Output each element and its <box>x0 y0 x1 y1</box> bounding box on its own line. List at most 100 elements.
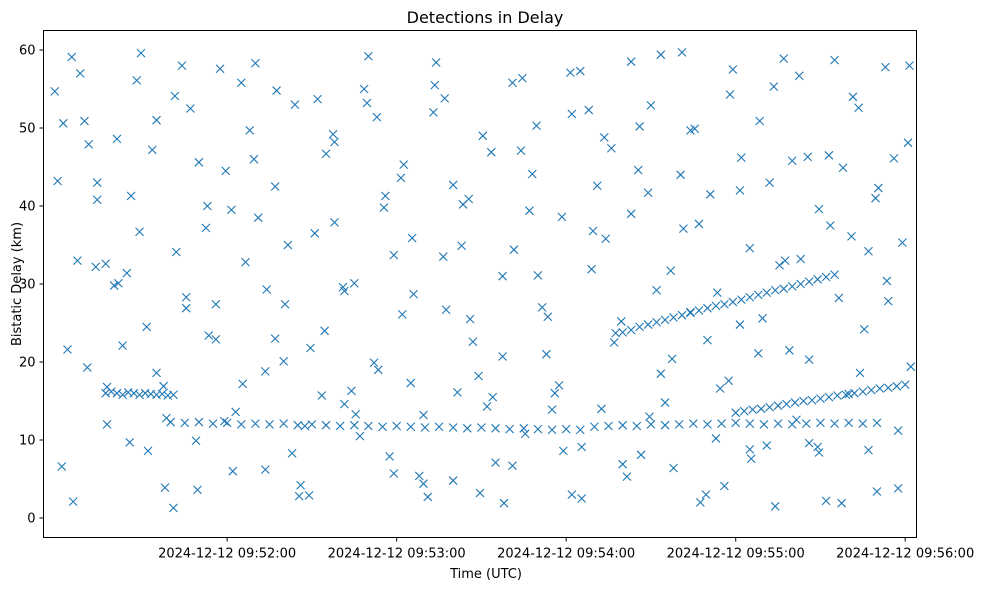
y-tick-label: 30 <box>19 278 36 293</box>
data-point <box>453 388 462 397</box>
data-point <box>690 124 700 134</box>
data-point <box>567 490 577 499</box>
data-point <box>762 288 772 297</box>
data-point <box>373 365 383 375</box>
data-point <box>508 461 517 471</box>
data-point <box>533 271 543 280</box>
data-point <box>724 376 734 386</box>
data-point <box>262 285 272 294</box>
data-point <box>694 306 704 315</box>
data-point <box>169 503 178 513</box>
data-point <box>84 139 94 149</box>
data-point <box>519 423 529 433</box>
data-point <box>468 337 478 347</box>
data-point <box>597 404 606 414</box>
data-point <box>369 358 379 368</box>
y-tick-label: 0 <box>27 512 35 527</box>
data-point <box>406 422 416 432</box>
data-point <box>75 69 85 78</box>
data-point <box>554 381 564 390</box>
data-point <box>765 178 774 187</box>
data-point <box>745 444 755 454</box>
data-point <box>520 429 530 439</box>
series-6 <box>53 58 913 507</box>
data-point <box>550 388 560 398</box>
data-point <box>474 371 483 381</box>
data-point <box>855 368 865 378</box>
data-point <box>636 450 646 460</box>
data-point <box>378 422 387 432</box>
data-point <box>215 64 225 74</box>
data-point <box>807 395 817 405</box>
data-point <box>491 423 500 433</box>
data-point <box>626 325 636 335</box>
data-point <box>126 191 136 201</box>
data-point <box>587 264 596 274</box>
data-point <box>532 121 541 131</box>
data-point <box>731 408 741 418</box>
data-point <box>679 224 688 234</box>
data-point <box>438 252 448 262</box>
data-point <box>814 204 824 214</box>
data-point <box>866 385 876 395</box>
data-point <box>626 209 636 219</box>
data-point <box>753 290 763 300</box>
data-point <box>372 112 382 122</box>
data-point <box>834 293 844 303</box>
data-point <box>407 233 417 243</box>
data-point <box>80 116 89 126</box>
data-point <box>349 420 359 430</box>
data-point <box>434 422 444 432</box>
data-point <box>790 398 800 407</box>
data-point <box>335 421 345 431</box>
data-point <box>645 412 654 421</box>
data-point <box>858 419 868 429</box>
data-point <box>112 134 122 144</box>
data-point <box>294 491 304 501</box>
data-point <box>379 203 389 212</box>
data-point <box>821 272 831 282</box>
data-point <box>745 419 755 429</box>
data-point <box>362 98 372 108</box>
data-point <box>448 423 458 432</box>
data-point <box>796 254 806 264</box>
data-point <box>347 386 356 396</box>
data-point <box>847 232 856 241</box>
data-point <box>389 250 399 260</box>
data-point <box>157 389 167 399</box>
data-point <box>396 173 406 183</box>
data-point <box>906 362 916 372</box>
data-point <box>755 116 765 126</box>
data-point <box>135 390 144 400</box>
data-point <box>756 404 766 414</box>
data-point <box>656 369 666 379</box>
data-point <box>260 366 270 376</box>
data-point <box>787 156 797 166</box>
data-point <box>618 420 628 430</box>
data-point <box>717 419 726 429</box>
data-point <box>317 391 327 400</box>
data-point <box>905 61 914 70</box>
data-point <box>349 278 359 288</box>
data-point <box>611 328 621 338</box>
data-point <box>892 381 902 391</box>
data-point <box>604 421 613 431</box>
data-point <box>91 262 101 272</box>
data-point <box>147 145 157 155</box>
data-point <box>142 322 152 332</box>
data-point <box>736 153 746 163</box>
data-point <box>643 188 653 198</box>
data-point <box>505 424 515 434</box>
data-point <box>686 307 695 317</box>
x-tick-label: 2024-12-12 09:54:00 <box>497 547 635 562</box>
data-point <box>875 384 885 393</box>
data-point <box>872 418 882 428</box>
data-point <box>635 122 645 131</box>
data-point <box>676 170 685 180</box>
data-point <box>180 418 190 428</box>
data-point <box>758 313 767 323</box>
data-point <box>688 419 698 429</box>
data-point <box>848 92 858 102</box>
data-point <box>204 331 214 340</box>
data-point <box>181 292 191 302</box>
